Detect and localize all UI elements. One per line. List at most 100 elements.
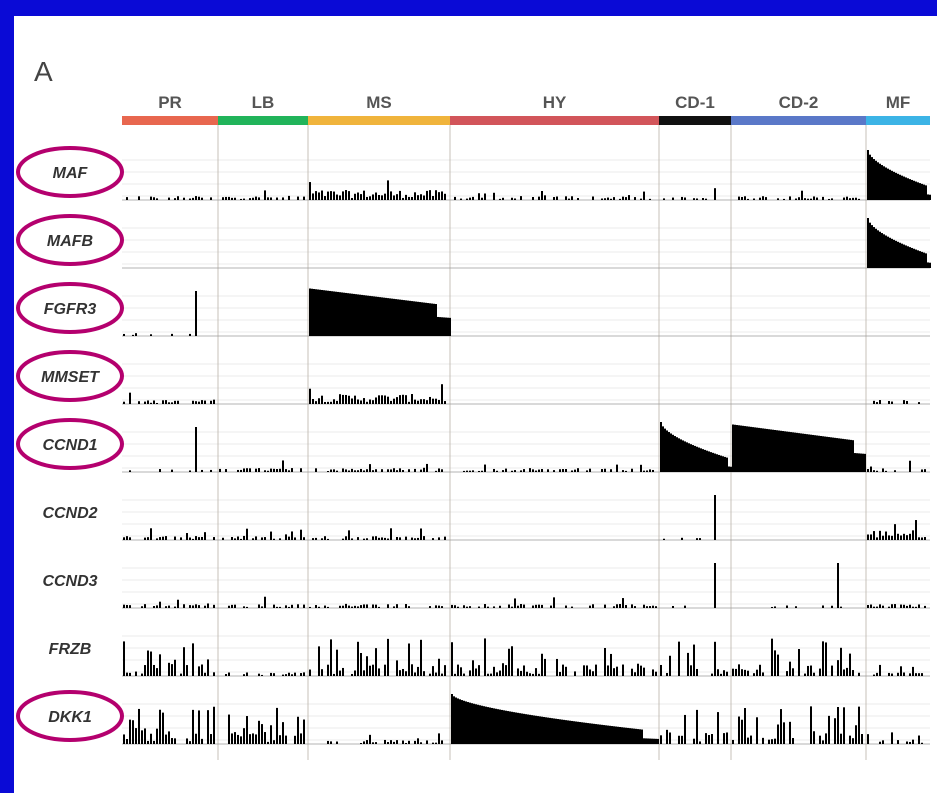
data-bar <box>381 469 383 472</box>
data-bar <box>848 439 850 472</box>
data-bar <box>735 668 737 676</box>
data-bar <box>927 194 929 200</box>
data-bar <box>508 604 510 608</box>
data-bar <box>273 740 275 744</box>
data-bar <box>384 664 386 676</box>
data-bar <box>795 606 797 608</box>
data-bar <box>435 672 437 676</box>
data-bar <box>315 401 317 404</box>
data-bar <box>165 400 167 404</box>
data-bar <box>372 742 374 744</box>
data-bar <box>893 239 895 268</box>
data-bar <box>503 710 505 744</box>
data-bar <box>432 398 434 404</box>
data-bar <box>390 528 392 540</box>
group-color-bar <box>122 116 218 125</box>
data-bar <box>669 732 671 744</box>
data-bar <box>831 605 833 608</box>
data-bar <box>864 453 866 472</box>
data-bar <box>426 400 428 404</box>
data-bar <box>634 606 636 608</box>
data-bar <box>643 470 645 472</box>
data-bar <box>523 604 525 608</box>
data-bar <box>828 437 830 472</box>
data-bar <box>246 672 248 676</box>
data-bar <box>666 430 668 472</box>
data-bar <box>696 446 698 472</box>
data-bar <box>255 536 257 540</box>
data-bar <box>502 663 504 676</box>
data-bar <box>132 720 134 744</box>
data-bar <box>525 714 527 744</box>
data-bar <box>870 466 872 472</box>
data-bar <box>273 604 275 608</box>
data-bar <box>478 665 480 676</box>
data-bar <box>842 438 844 472</box>
data-bar <box>538 604 540 608</box>
data-bar <box>153 606 155 608</box>
data-bar <box>562 664 564 676</box>
data-bar <box>171 333 173 336</box>
data-bar <box>574 469 576 472</box>
group-label: CD-2 <box>779 93 819 112</box>
data-bar <box>634 197 636 200</box>
gene-label: CCND2 <box>42 505 97 522</box>
data-bar <box>693 644 695 676</box>
data-bar <box>543 716 545 744</box>
data-bar <box>357 470 359 472</box>
data-bar <box>876 537 878 540</box>
data-bar <box>445 317 447 336</box>
data-bar <box>466 198 468 200</box>
data-bar <box>207 659 209 676</box>
data-bar <box>589 669 591 676</box>
data-bar <box>919 183 921 200</box>
data-bar <box>318 646 320 676</box>
data-bar <box>816 197 818 200</box>
data-bar <box>789 661 791 676</box>
data-bar <box>724 456 726 472</box>
data-bar <box>282 197 284 200</box>
data-bar <box>432 666 434 676</box>
data-bar <box>351 538 353 540</box>
data-bar <box>663 538 665 540</box>
data-bar <box>237 469 239 472</box>
data-bar <box>832 437 834 472</box>
data-bar <box>877 230 879 268</box>
data-bar <box>138 401 140 404</box>
data-bar <box>900 535 902 540</box>
data-bar <box>327 191 329 200</box>
data-bar <box>144 604 146 608</box>
data-bar <box>399 468 401 472</box>
data-bar <box>319 289 321 336</box>
data-bar <box>466 606 468 608</box>
data-bar <box>754 427 756 472</box>
data-bar <box>339 195 341 200</box>
data-bar <box>589 723 591 744</box>
data-bar <box>126 536 128 540</box>
data-bar <box>604 604 606 608</box>
data-bar <box>885 531 887 540</box>
data-bar <box>888 535 890 540</box>
data-bar <box>391 298 393 336</box>
data-bar <box>514 598 516 608</box>
data-bar <box>357 192 359 200</box>
data-bar <box>240 198 242 200</box>
data-bar <box>604 198 606 200</box>
data-bar <box>463 605 465 608</box>
data-bar <box>330 469 332 472</box>
data-bar <box>825 642 827 676</box>
data-bar <box>870 604 872 608</box>
data-bar <box>846 667 848 676</box>
data-bar <box>270 468 272 472</box>
data-bar <box>198 196 200 200</box>
data-bar <box>417 195 419 200</box>
data-bar <box>321 289 323 336</box>
data-bar <box>195 427 197 472</box>
data-bar <box>867 469 869 472</box>
data-bar <box>354 470 356 472</box>
data-bar <box>611 726 613 744</box>
data-bar <box>766 428 768 472</box>
data-bar <box>399 190 401 200</box>
data-bar <box>375 296 377 336</box>
data-bar <box>585 722 587 744</box>
